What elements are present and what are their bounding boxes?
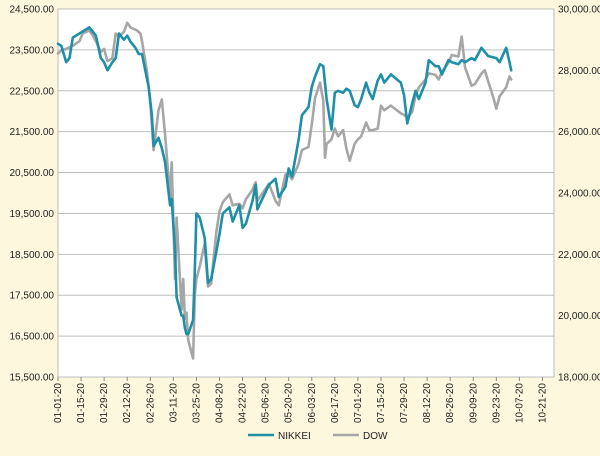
series-line-nikkei <box>56 26 513 336</box>
x-tick-label: 06-17-20 <box>330 383 341 423</box>
right-y-tick-label: 24,000.00 <box>558 189 600 200</box>
x-tick-label: 05-20-20 <box>284 383 295 423</box>
right-y-tick-label: 26,000.00 <box>558 127 600 138</box>
left-y-tick-label: 18,500.00 <box>10 250 55 261</box>
left-y-tick-label: 19,500.00 <box>10 209 55 220</box>
right-y-axis: 18,000.00 20,000.00 22,000.00 24,000.00 26,0… <box>558 5 600 384</box>
x-tick-label: 03-11-20 <box>168 383 179 423</box>
series-lines <box>56 21 513 360</box>
x-tick-label: 02-26-20 <box>145 383 156 423</box>
x-tick-label: 07-15-20 <box>376 383 387 423</box>
series-line-dow <box>56 21 513 360</box>
left-y-tick-label: 16,500.00 <box>10 332 55 343</box>
right-y-tick-label: 30,000.00 <box>558 5 600 16</box>
x-tick-label: 08-26-20 <box>445 383 456 423</box>
left-y-tick-label: 21,500.00 <box>10 127 55 138</box>
legend-label-dow: DOW <box>363 431 388 442</box>
left-y-tick-label: 20,500.00 <box>10 168 55 179</box>
x-tick-label: 09-09-20 <box>468 383 479 423</box>
x-tick-label: 04-08-20 <box>214 383 225 423</box>
x-tick-label: 04-22-20 <box>238 383 249 423</box>
x-tick-label: 06-03-20 <box>307 383 318 423</box>
left-y-tick-label: 24,500.00 <box>10 5 55 16</box>
x-tick-label: 10-07-20 <box>514 383 525 423</box>
right-y-tick-label: 20,000.00 <box>558 311 600 322</box>
x-tick-label: 08-12-20 <box>422 383 433 423</box>
right-y-tick-label: 28,000.00 <box>558 66 600 77</box>
x-tick-label: 07-01-20 <box>353 383 364 423</box>
left-y-tick-label: 15,500.00 <box>10 373 55 384</box>
left-y-tick-label: 17,500.00 <box>10 291 55 302</box>
x-tick-label: 07-29-20 <box>399 383 410 423</box>
x-tick-label: 01-29-20 <box>99 383 110 423</box>
legend: NIKKEI DOW <box>248 431 388 442</box>
x-tick-label: 03-25-20 <box>191 383 202 423</box>
x-tick-label: 01-01-20 <box>53 383 64 423</box>
x-axis: 01-01-20 01-15-20 01-29-20 02-12-20 02-26-20… <box>53 377 548 423</box>
x-tick-label: 09-23-20 <box>491 383 502 423</box>
left-y-tick-label: 23,500.00 <box>10 45 55 56</box>
right-y-tick-label: 18,000.00 <box>558 373 600 384</box>
left-y-axis: 15,500.00 16,500.00 17,500.00 18,500.00 19,5… <box>10 5 55 384</box>
right-y-tick-label: 22,000.00 <box>558 250 600 261</box>
plot-area <box>57 8 555 378</box>
legend-label-nikkei: NIKKEI <box>278 431 311 442</box>
x-tick-label: 10-21-20 <box>537 383 548 423</box>
left-y-tick-label: 22,500.00 <box>10 86 55 97</box>
x-tick-label: 02-12-20 <box>122 383 133 423</box>
x-tick-label: 05-06-20 <box>261 383 272 423</box>
x-tick-label: 01-15-20 <box>76 383 87 423</box>
gridlines <box>58 8 554 378</box>
